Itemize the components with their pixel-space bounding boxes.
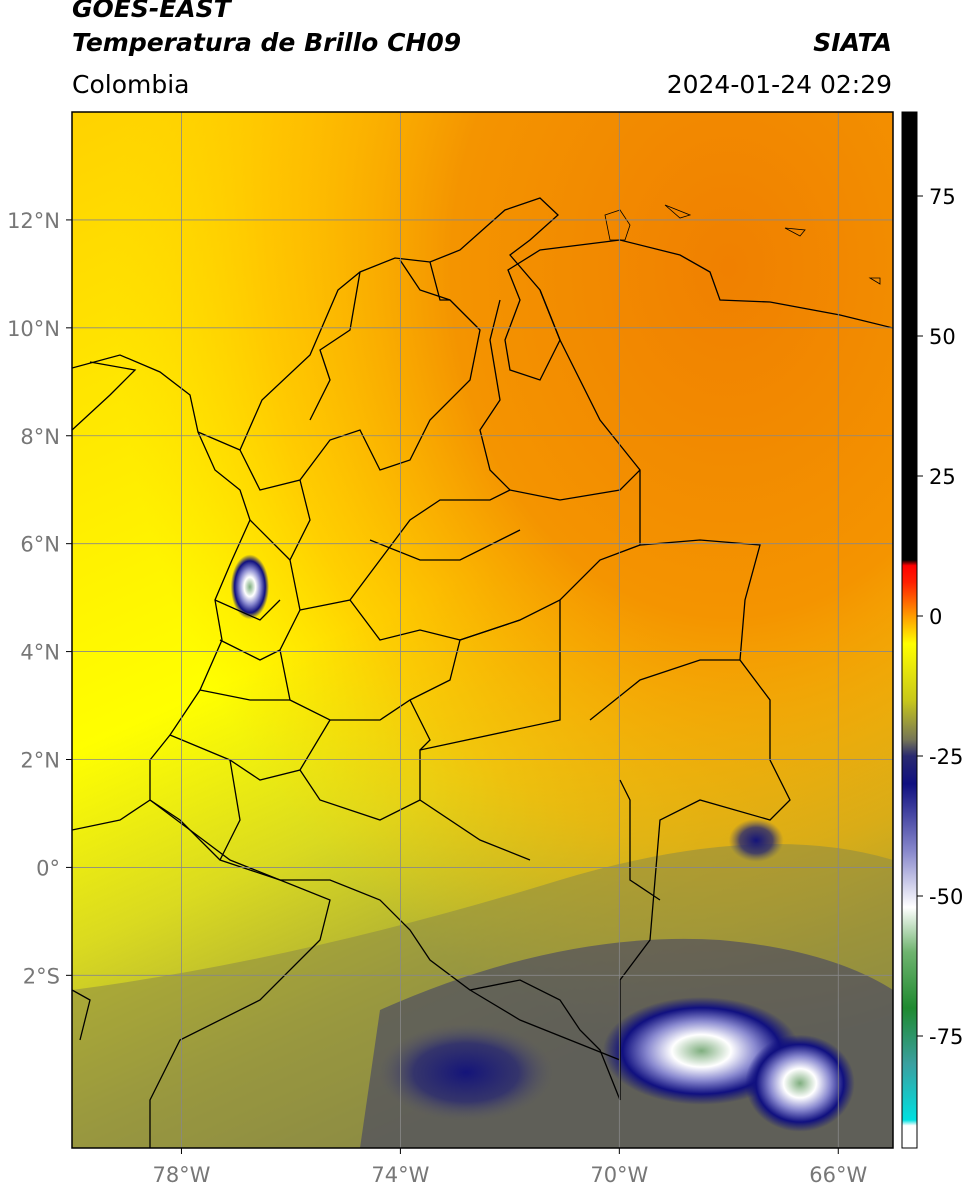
lat-tick-label: 12°N: [7, 209, 60, 233]
colorbar-tick-label: 50: [929, 325, 956, 349]
map-plot-area: [72, 112, 893, 1148]
lon-axis: 78°W 74°W 70°W 66°W: [152, 1148, 867, 1187]
satellite-title: GOES-EAST: [72, 0, 231, 23]
lon-tick-label: 74°W: [371, 1163, 429, 1187]
lat-tick-label: 8°N: [20, 425, 60, 449]
cold-cell-2: [745, 1034, 855, 1132]
datetime-label: 2024-01-24 02:29: [666, 70, 892, 99]
cold-cell-3: [378, 1023, 554, 1122]
plot-frame: [71, 111, 894, 1149]
lat-axis: 12°N 10°N 8°N 6°N 4°N 2°N 0° 2°S: [7, 209, 72, 988]
cold-cloud-cells: [230, 554, 855, 1132]
cold-cell-4: [728, 818, 784, 863]
colorbar-tick-label: 25: [929, 465, 956, 489]
lat-tick-label: 2°S: [23, 964, 60, 988]
grid: [72, 112, 893, 1148]
boundaries: [72, 197, 893, 1148]
lon-tick-label: 78°W: [152, 1163, 210, 1187]
colorbar-bar: [901, 111, 918, 1149]
organization-label: SIATA: [813, 28, 892, 57]
cold-cell-0: [230, 554, 270, 620]
lon-tick-label: 66°W: [809, 1163, 867, 1187]
colorbar: 75 50 25 0 -25 -50 -75: [901, 111, 963, 1149]
colorbar-tick-label: -25: [929, 745, 963, 769]
lat-tick-label: 2°N: [20, 749, 60, 773]
lat-tick-label: 10°N: [7, 317, 60, 341]
islands: [604, 204, 881, 285]
lat-tick-label: 0°: [36, 856, 60, 880]
colorbar-tick-label: 75: [929, 185, 956, 209]
colorbar-tick-label: -75: [929, 1025, 963, 1049]
colorbar-tick-label: 0: [929, 605, 942, 629]
product-title: Temperatura de Brillo CH09: [72, 28, 462, 57]
region-label: Colombia: [72, 70, 190, 99]
lat-tick-label: 6°N: [20, 533, 60, 557]
lat-tick-label: 4°N: [20, 641, 60, 665]
colorbar-tick-label: -50: [929, 885, 963, 909]
colorbar-ticks: 75 50 25 0 -25 -50 -75: [917, 185, 963, 1049]
lon-tick-label: 70°W: [590, 1163, 648, 1187]
